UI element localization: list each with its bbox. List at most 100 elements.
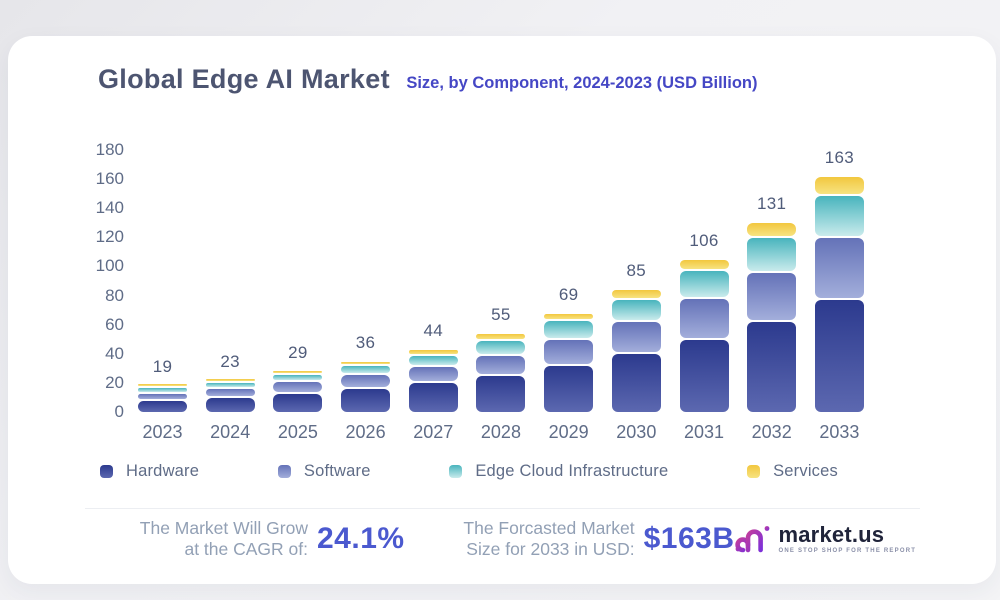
bar-segment-software [273, 381, 323, 392]
marketus-brand: market.us [778, 522, 885, 547]
bar-total-label: 29 [288, 342, 308, 362]
bar-segment-hardware [679, 339, 729, 412]
legend-swatch-icon [277, 464, 291, 478]
bar-segment-hardware [747, 322, 797, 412]
y-axis-tick: 120 [95, 227, 124, 247]
legend-label: Edge Cloud Infrastructure [475, 461, 669, 480]
bar-total-label: 23 [220, 351, 240, 371]
bar-segment-hardware [476, 376, 526, 412]
bar-segment-software [747, 272, 797, 321]
marketus-logo-icon [735, 526, 770, 553]
legend: Hardware Software Edge Cloud Infrastructur… [100, 460, 838, 482]
bar-segment-software [544, 339, 594, 364]
bar-segment-software [814, 237, 864, 299]
y-axis-tick: 180 [95, 140, 124, 159]
bar-segment-software [205, 389, 255, 396]
bar-group-2028: 55 2028 [476, 150, 526, 442]
plot-area: 19 2023 23 2024 29 2025 36 2026 44 2027 55 2028 69 20… [138, 148, 864, 442]
bar-segment-hardware [611, 354, 661, 412]
x-axis-label: 2025 [277, 422, 318, 442]
bar-segment-services [544, 313, 594, 319]
x-axis-label: 2031 [683, 422, 725, 442]
bar-segment-services [679, 259, 729, 270]
bar-group-2027: 44 2027 [408, 150, 458, 442]
x-axis-label: 2026 [345, 422, 386, 442]
bar-chart: 0 20 40 60 80 100 120 140 160 180 19 2023 23 2024 29 2… [96, 140, 864, 442]
x-axis-label: 2027 [413, 422, 454, 442]
bar-segment-hardware [544, 365, 594, 412]
chart-subtitle: Size, by Component, 2024-2023 (USD Billi… [406, 74, 758, 92]
cagr-label-line2: at the CAGR of: [184, 539, 308, 559]
bar-segment-software [408, 367, 458, 382]
y-axis-tick: 20 [105, 372, 124, 392]
x-axis-label: 2028 [480, 422, 521, 442]
bar-total-label: 106 [689, 230, 719, 250]
bar-segment-edge-cloud-infrastructure [611, 300, 661, 321]
bar-segment-services [138, 383, 187, 386]
y-axis-tick: 60 [105, 314, 124, 334]
bar-segment-software [611, 322, 661, 353]
legend-swatch-icon [100, 464, 113, 478]
bar-segment-services [408, 349, 458, 354]
bar-segment-hardware [205, 398, 255, 412]
bar-total-label: 85 [626, 261, 647, 281]
forecast-stat: The Forcasted Market Size for 2033 in US… [439, 518, 735, 560]
bar-group-2024: 23 2024 [205, 150, 255, 442]
y-axis-tick: 40 [105, 343, 124, 363]
bar-segment-services [747, 223, 797, 236]
forecast-stat-label: The Forcasted Market Size for 2033 in US… [439, 518, 635, 560]
y-axis-tick: 100 [95, 256, 124, 276]
bar-segment-software [341, 374, 391, 388]
bar-total-label: 131 [757, 194, 787, 214]
x-axis-label: 2023 [142, 422, 183, 442]
legend-item-software: Software [277, 462, 371, 481]
bar-segment-edge-cloud-infrastructure [544, 320, 594, 338]
bar-segment-services [205, 379, 255, 382]
bar-segment-software [679, 299, 729, 338]
y-axis-tick: 140 [95, 198, 124, 218]
bar-segment-edge-cloud-infrastructure [273, 374, 323, 380]
chart-title: Global Edge AI Market [98, 64, 390, 94]
bar-segment-services [341, 361, 391, 364]
x-axis-label: 2029 [548, 422, 589, 442]
legend-label: Services [773, 461, 838, 480]
legend-swatch-icon [449, 464, 463, 478]
bar-segment-software [138, 393, 187, 399]
bar-total-label: 44 [423, 320, 443, 340]
forecast-label-line1: The Forcasted Market [463, 518, 635, 538]
bar-segment-hardware [138, 400, 187, 412]
bar-segment-services [814, 176, 864, 194]
bar-segment-edge-cloud-infrastructure [747, 237, 797, 271]
bar-segment-edge-cloud-infrastructure [205, 383, 255, 388]
bar-segment-edge-cloud-infrastructure [476, 341, 526, 354]
chart-card: Global Edge AI Market Size, by Component… [8, 36, 996, 584]
cagr-stat-label: The Market Will Grow at the CAGR of: [90, 518, 308, 560]
bar-segment-edge-cloud-infrastructure [341, 366, 391, 373]
x-axis-label: 2033 [819, 422, 860, 442]
footer: The Market Will Grow at the CAGR of: 24.… [8, 518, 996, 560]
bar-segment-software [476, 355, 526, 375]
forecast-label-line2: Size for 2033 in USD: [466, 539, 635, 559]
bar-segment-hardware [341, 389, 391, 412]
x-axis-label: 2024 [210, 422, 251, 442]
bar-group-2031: 106 2031 [679, 150, 729, 442]
marketus-logo: market.us ONE STOP SHOP FOR THE REPORT [734, 523, 916, 555]
bar-segment-edge-cloud-infrastructure [679, 271, 729, 298]
y-axis-tick: 80 [105, 285, 124, 305]
bar-group-2030: 85 2030 [611, 150, 661, 442]
legend-label: Hardware [126, 461, 200, 480]
bar-segment-hardware [814, 300, 864, 412]
bar-segment-services [476, 333, 526, 340]
footer-divider [85, 508, 920, 509]
bar-group-2025: 29 2025 [273, 150, 323, 442]
forecast-stat-value: $163B [643, 522, 735, 555]
x-axis-label: 2032 [751, 422, 792, 442]
bar-total-label: 36 [355, 332, 376, 352]
y-axis-tick: 0 [114, 402, 124, 421]
bar-segment-edge-cloud-infrastructure [138, 387, 187, 392]
bar-total-label: 55 [491, 304, 511, 324]
bar-segment-hardware [408, 383, 458, 412]
cagr-stat: The Market Will Grow at the CAGR of: 24.… [90, 518, 405, 560]
bar-group-2033: 163 2033 [814, 148, 864, 442]
legend-item-edge-cloud-infrastructure: Edge Cloud Infrastructure [449, 462, 668, 481]
